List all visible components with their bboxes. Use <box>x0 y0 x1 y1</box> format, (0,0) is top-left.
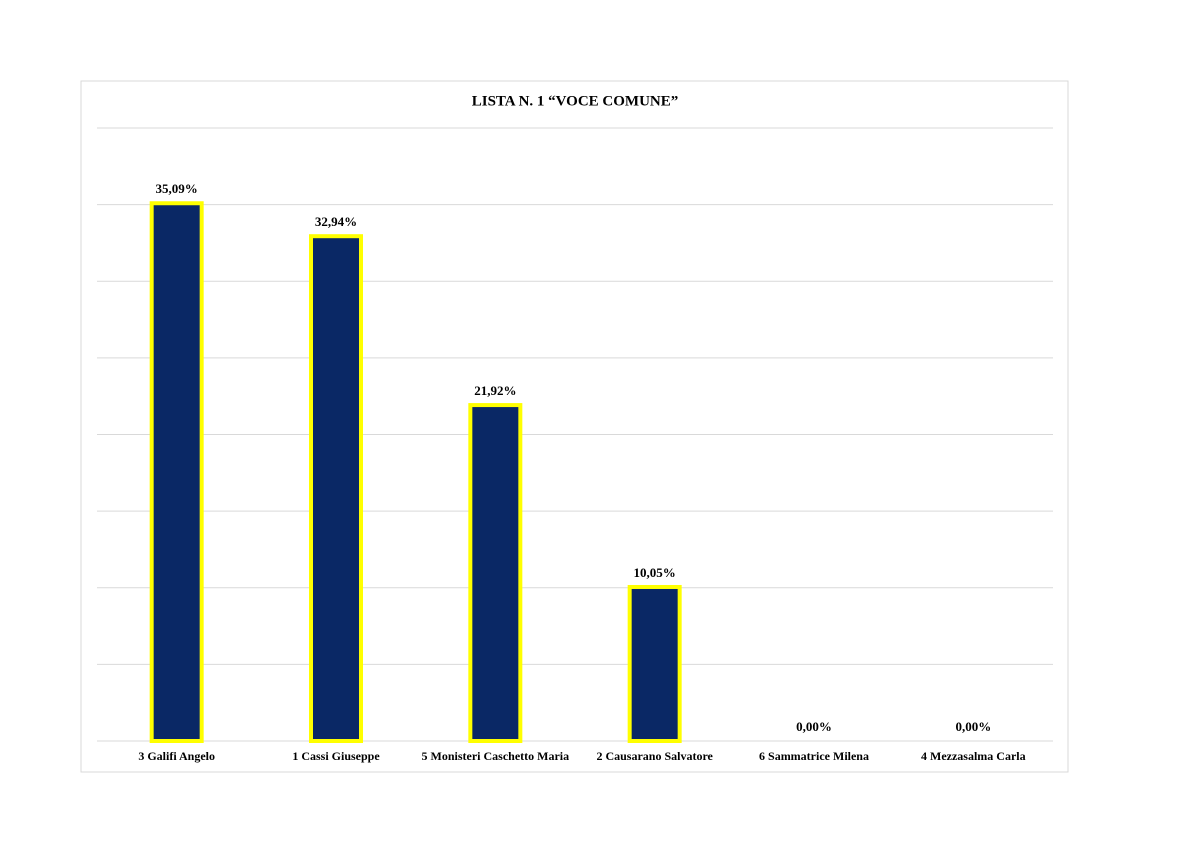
value-label: 21,92% <box>474 383 516 398</box>
bar <box>468 403 523 743</box>
value-label: 35,09% <box>156 181 198 196</box>
x-tick-label: 4 Mezzasalma Carla <box>921 749 1026 763</box>
value-label: 0,00% <box>955 719 991 734</box>
chart-frame <box>80 80 1069 773</box>
x-tick-label: 1 Cassi Giuseppe <box>292 749 380 763</box>
x-tick-label: 3 Galifi Angelo <box>138 749 215 763</box>
value-label: 10,05% <box>634 565 676 580</box>
x-tick-label: 2 Causarano Salvatore <box>596 749 713 763</box>
chart-title: LISTA N. 1 “VOCE COMUNE” <box>472 93 679 109</box>
value-label: 32,94% <box>315 214 357 229</box>
value-label: 0,00% <box>796 719 832 734</box>
bar <box>309 234 363 744</box>
bar <box>149 201 204 744</box>
bar <box>627 584 682 744</box>
x-tick-label: 6 Sammatrice Milena <box>759 749 869 763</box>
x-tick-label: 5 Monisteri Caschetto Maria <box>422 749 570 763</box>
